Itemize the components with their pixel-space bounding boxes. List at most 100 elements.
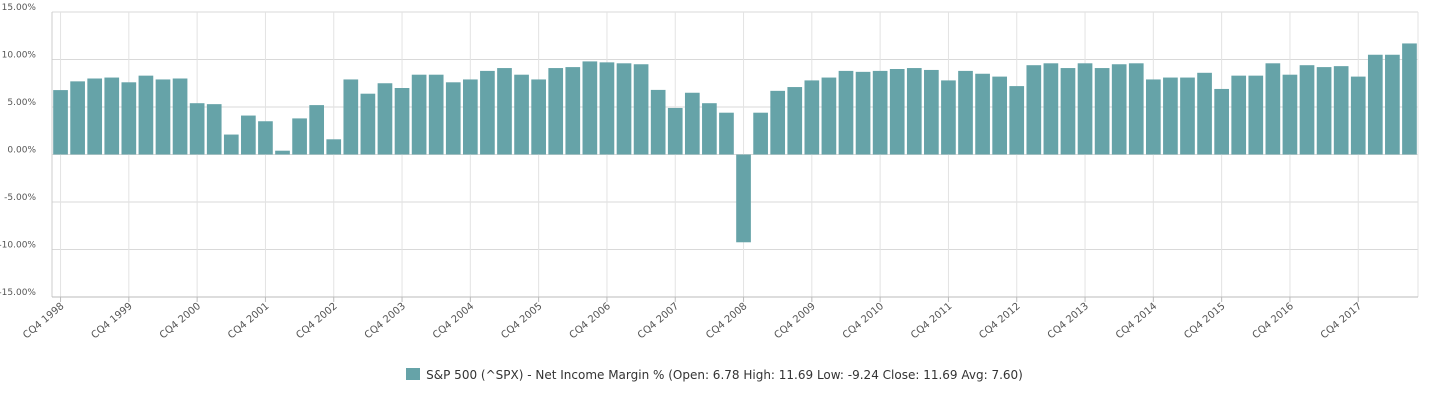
bar[interactable] [223,134,239,155]
bar[interactable] [992,76,1008,155]
bar[interactable] [411,74,427,155]
bar[interactable] [309,105,325,155]
bar[interactable] [360,93,376,155]
x-tick-label: CQ4 2017 [1319,301,1364,341]
legend-label: S&P 500 (^SPX) - Net Income Margin % (Op… [426,368,1023,382]
bar[interactable] [292,118,307,155]
bar[interactable] [1231,75,1247,155]
bar[interactable] [872,70,888,155]
bar-chart: 15.00% 10.00% 5.00% 0.00% -5.00% -10.00% -15.0… [0,3,1419,341]
bar[interactable] [1333,66,1349,155]
bar[interactable] [258,121,273,155]
bar[interactable] [1111,64,1127,155]
bar[interactable] [1128,63,1144,155]
bar[interactable] [104,77,120,155]
bar[interactable] [548,68,564,155]
bar[interactable] [1180,77,1195,155]
bar[interactable] [753,112,768,155]
bar[interactable] [889,69,905,155]
bar[interactable] [1402,43,1417,155]
bar[interactable] [787,87,803,155]
bar[interactable] [924,69,939,155]
x-tick-label: CQ4 2004 [431,301,476,341]
bar[interactable] [1060,68,1076,155]
bar[interactable] [462,79,478,155]
bar[interactable] [1316,67,1332,155]
bar[interactable] [514,74,529,155]
bar[interactable] [70,81,85,155]
bar[interactable] [1043,63,1059,155]
bar[interactable] [1248,75,1264,155]
bar[interactable] [702,103,717,155]
bar[interactable] [582,61,598,155]
bar[interactable] [497,68,512,155]
x-tick-label: CQ4 2014 [1114,301,1159,341]
bar[interactable] [1282,74,1298,155]
bar[interactable] [138,75,154,155]
bar[interactable] [684,92,700,155]
bar[interactable] [941,80,956,155]
bar[interactable] [445,82,461,155]
bar[interactable] [155,79,171,155]
bar[interactable] [633,64,649,155]
x-tick-label: CQ4 2011 [909,301,954,341]
gridlines [52,11,1419,298]
bar[interactable] [838,70,854,155]
bar[interactable] [428,74,444,155]
bar[interactable] [326,139,342,155]
bar[interactable] [719,112,734,155]
bar[interactable] [650,89,666,155]
bar[interactable] [906,68,922,155]
legend[interactable]: S&P 500 (^SPX) - Net Income Margin % (Op… [0,368,1429,382]
bar[interactable] [667,107,683,155]
x-tick-label: CQ4 2005 [499,301,544,341]
bar[interactable] [1163,77,1178,155]
bar[interactable] [1145,79,1161,155]
bar[interactable] [958,70,973,155]
x-tick-label: CQ4 2007 [636,301,681,341]
bar[interactable] [975,73,990,155]
bar[interactable] [343,79,359,155]
bar[interactable] [736,154,751,243]
bar[interactable] [189,103,205,155]
bar[interactable] [616,63,632,155]
legend-swatch [406,368,421,380]
bar[interactable] [87,78,103,155]
bar[interactable] [565,67,581,155]
bar[interactable] [121,82,137,155]
bar[interactable] [1385,54,1400,155]
x-tick-label: CQ4 2002 [294,301,339,341]
bar[interactable] [377,83,393,155]
x-tick-label: CQ4 2009 [773,301,818,341]
bar[interactable] [241,115,256,155]
bar[interactable] [480,70,495,155]
bar[interactable] [1299,65,1315,155]
x-tick-label: CQ4 2000 [158,301,203,341]
y-tick-label: 5.00% [7,98,36,108]
bar[interactable] [599,62,615,155]
bar[interactable] [1265,63,1281,155]
bar[interactable] [1077,63,1093,155]
bar[interactable] [1009,86,1025,155]
bar[interactable] [804,80,820,155]
bar[interactable] [1197,72,1212,155]
bar[interactable] [1094,68,1110,155]
bar[interactable] [275,150,290,155]
x-tick-label: CQ4 2010 [841,301,886,341]
bar[interactable] [172,78,188,155]
bar[interactable] [821,77,837,155]
bar[interactable] [531,79,546,155]
bar[interactable] [855,71,871,155]
x-tick-label: CQ4 2006 [568,301,613,341]
bar[interactable] [1214,88,1229,155]
x-axis: CQ4 1998 CQ4 1999 CQ4 2000 CQ4 2001 CQ4 2002… [21,296,1418,341]
bar[interactable] [770,90,786,155]
x-tick-label: CQ4 1999 [90,301,135,341]
bar[interactable] [1350,76,1366,155]
bar[interactable] [1026,65,1042,155]
bar[interactable] [53,90,68,155]
bar[interactable] [1367,54,1383,155]
bar[interactable] [394,88,410,155]
x-tick-label: CQ4 1998 [21,301,66,341]
bar[interactable] [206,104,222,155]
